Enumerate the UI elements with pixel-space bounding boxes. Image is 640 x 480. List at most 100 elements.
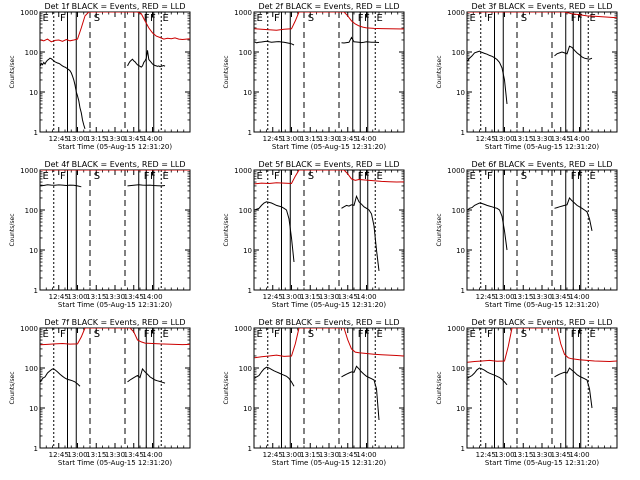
chart-panel: Det 9f BLACK = Events, RED = LLD 1 10 100 10…	[436, 318, 618, 467]
x-tick-label: 14:00	[569, 293, 589, 301]
plot-frame	[466, 327, 618, 449]
data-layer	[40, 12, 190, 129]
plot-frame	[253, 169, 405, 291]
x-tick-label: 13:15	[513, 451, 533, 459]
event-rate-line	[467, 367, 508, 386]
event-rate-line	[254, 40, 295, 46]
data-layer	[40, 170, 190, 188]
y-tick-label: 100	[452, 207, 465, 215]
event-rate-line	[127, 367, 166, 384]
y-tick-label: 10	[243, 89, 252, 97]
chart-title: Det 5f BLACK = Events, RED = LLD	[258, 160, 399, 169]
y-tick-label: 100	[239, 49, 252, 57]
x-tick-label: 13:45	[551, 135, 571, 143]
x-tick-label: 14:00	[569, 451, 589, 459]
x-tick-label: 13:00	[494, 293, 514, 301]
event-rate-line	[341, 36, 380, 44]
x-axis-label: Start Time (05-Aug-15 12:31:20)	[272, 459, 386, 467]
region-label: E	[163, 171, 169, 182]
x-tick-label: 13:00	[67, 293, 87, 301]
y-tick-label: 1000	[20, 9, 38, 17]
x-tick-label: 13:15	[513, 293, 533, 301]
x-tick-label: 13:00	[494, 135, 514, 143]
region-label: E	[590, 329, 596, 340]
lld-rate-line	[467, 12, 617, 19]
x-tick-label: 12:45	[49, 135, 69, 143]
event-rate-line	[467, 202, 508, 251]
region-label: F	[364, 13, 370, 24]
data-layer	[254, 12, 404, 46]
x-tick-label: 14:00	[142, 135, 162, 143]
region-label: E	[470, 13, 476, 24]
lld-rate-line	[254, 170, 404, 185]
chart-panel: Det 8f BLACK = Events, RED = LLD 1 10 100 10…	[223, 318, 405, 467]
region-label: F	[364, 329, 370, 340]
x-tick-label: 13:00	[67, 135, 87, 143]
chart-panel: Det 2f BLACK = Events, RED = LLD 1 10 100 10…	[223, 2, 405, 151]
chart-title: Det 3f BLACK = Events, RED = LLD	[471, 2, 612, 11]
x-tick-label: 13:00	[67, 451, 87, 459]
event-rate-line	[254, 366, 295, 387]
chart-panel: Det 3f BLACK = Events, RED = LLD 1 10 100 10…	[436, 2, 618, 151]
y-axis-label: Counts/sec	[9, 213, 16, 246]
region-label: F	[274, 13, 280, 24]
y-tick-label: 1	[248, 129, 252, 137]
event-rate-line	[341, 194, 380, 271]
x-tick-label: 12:45	[476, 451, 496, 459]
y-tick-label: 1	[461, 445, 465, 453]
x-tick-label: 13:15	[300, 451, 320, 459]
region-label: F	[60, 329, 66, 340]
region-label: F	[150, 13, 156, 24]
plot-frame	[39, 327, 191, 449]
region-label: E	[257, 329, 263, 340]
y-tick-label: 10	[456, 89, 465, 97]
y-tick-label: 10	[29, 89, 38, 97]
region-label: F	[144, 171, 150, 182]
x-tick-label: 13:15	[513, 135, 533, 143]
lld-rate-line	[254, 328, 404, 359]
y-tick-label: 1	[34, 445, 38, 453]
y-tick-label: 1	[461, 287, 465, 295]
y-tick-label: 100	[25, 365, 38, 373]
x-tick-label: 13:30	[105, 135, 125, 143]
y-tick-label: 1	[34, 129, 38, 137]
x-tick-label: 14:00	[356, 451, 376, 459]
chart-panel: Det 6f BLACK = Events, RED = LLD 1 10 100 10…	[436, 160, 618, 309]
region-label: E	[43, 13, 49, 24]
region-label: F	[274, 171, 280, 182]
plot-frame	[253, 327, 405, 449]
region-label: E	[257, 171, 263, 182]
x-axis-label: Start Time (05-Aug-15 12:31:20)	[485, 459, 599, 467]
x-tick-label: 14:00	[569, 135, 589, 143]
x-tick-label: 13:45	[551, 451, 571, 459]
y-tick-label: 1	[461, 129, 465, 137]
x-tick-label: 14:00	[356, 293, 376, 301]
plot-frame	[39, 11, 191, 133]
region-label: F	[60, 171, 66, 182]
y-tick-label: 10	[243, 405, 252, 413]
y-tick-label: 10	[29, 247, 38, 255]
y-axis-label: Counts/sec	[223, 371, 230, 404]
region-label: E	[257, 13, 263, 24]
x-tick-label: 13:00	[281, 293, 301, 301]
lld-rate-line	[40, 328, 190, 346]
y-axis-label: Counts/sec	[223, 213, 230, 246]
x-tick-label: 13:45	[124, 135, 144, 143]
y-tick-label: 1000	[447, 167, 465, 175]
x-axis-label: Start Time (05-Aug-15 12:31:20)	[272, 143, 386, 151]
y-tick-label: 100	[25, 207, 38, 215]
region-label: F	[487, 171, 493, 182]
plot-frame	[39, 169, 191, 291]
x-tick-label: 13:30	[532, 135, 552, 143]
x-tick-label: 13:45	[551, 293, 571, 301]
region-label: E	[470, 329, 476, 340]
chart-panel: Det 1f BLACK = Events, RED = LLD 1 10 100 10…	[9, 2, 191, 151]
y-axis-label: Counts/sec	[436, 55, 443, 88]
y-axis-label: Counts/sec	[9, 55, 16, 88]
region-label: F	[60, 13, 66, 24]
x-tick-label: 13:00	[494, 451, 514, 459]
event-rate-line	[40, 368, 81, 387]
y-tick-label: 1000	[234, 325, 252, 333]
x-tick-label: 12:45	[263, 451, 283, 459]
region-label: F	[364, 171, 370, 182]
